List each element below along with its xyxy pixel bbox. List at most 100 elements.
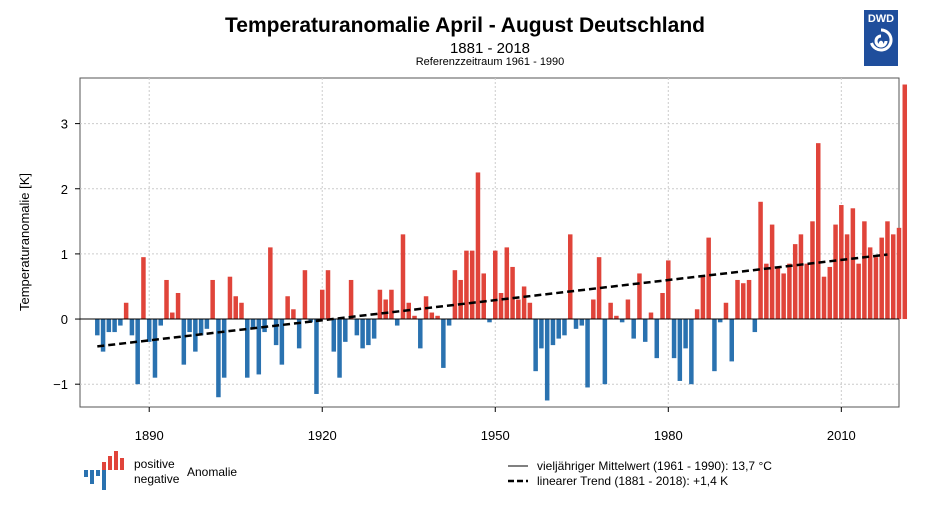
bar-1942 xyxy=(446,319,452,326)
bar-1954 xyxy=(516,299,521,320)
trend-line xyxy=(97,253,888,348)
bar-1986 xyxy=(700,276,706,320)
bar-1960 xyxy=(550,319,556,346)
x-tick-label: 1920 xyxy=(308,428,337,443)
bar-1965 xyxy=(579,319,585,326)
bar-1920 xyxy=(319,289,325,320)
chart-reference-period: Referenzzeitraum 1961 - 1990 xyxy=(415,56,565,68)
bar-1939 xyxy=(429,312,435,320)
bar-1917 xyxy=(302,270,308,320)
bar-2018 xyxy=(885,221,890,320)
bar-2014 xyxy=(862,221,867,320)
bar-1982 xyxy=(677,319,683,381)
bar-1952 xyxy=(504,247,510,320)
y-tick-label: −1 xyxy=(53,377,68,392)
bar-1884 xyxy=(112,319,117,333)
bar-1975 xyxy=(637,273,642,320)
bar-1947 xyxy=(475,172,481,320)
bar-2007 xyxy=(821,276,827,320)
bar-1948 xyxy=(481,273,486,320)
bar-1950 xyxy=(493,250,498,320)
bar-1931 xyxy=(383,299,388,320)
bar-2006 xyxy=(816,143,821,320)
bar-1909 xyxy=(256,319,262,375)
bar-1912 xyxy=(273,319,279,346)
bar-1959 xyxy=(544,319,550,401)
bar-1915 xyxy=(291,309,296,320)
bar-1910 xyxy=(262,319,267,333)
bar-1973 xyxy=(625,299,631,320)
bar-1997 xyxy=(764,263,769,320)
bar-2003 xyxy=(798,234,804,320)
bar-1911 xyxy=(268,247,273,320)
bar-1972 xyxy=(619,319,625,323)
bar-1893 xyxy=(164,279,169,320)
anomaly-bars xyxy=(95,84,908,401)
bar-1994 xyxy=(746,279,752,320)
bar-1987 xyxy=(706,237,711,320)
bar-1990 xyxy=(723,302,729,320)
bar-1988 xyxy=(712,319,717,372)
bar-1907 xyxy=(245,319,250,378)
bar-1993 xyxy=(741,283,746,320)
bar-1996 xyxy=(758,201,763,320)
legend-anomalie: Anomalie xyxy=(187,465,238,479)
bar-1998 xyxy=(769,224,775,320)
bar-1971 xyxy=(614,315,619,320)
bar-2009 xyxy=(833,224,838,320)
bar-1941 xyxy=(441,319,446,368)
bar-1890 xyxy=(146,319,152,342)
x-tick-label: 1890 xyxy=(135,428,164,443)
bar-2002 xyxy=(792,244,798,320)
bar-1923 xyxy=(337,319,342,378)
bar-1934 xyxy=(400,234,406,320)
bar-1967 xyxy=(591,299,596,320)
x-tick-label: 1950 xyxy=(481,428,510,443)
bar-1949 xyxy=(487,319,492,323)
bar-1976 xyxy=(642,319,648,342)
bar-1968 xyxy=(596,257,602,320)
bar-2010 xyxy=(839,205,844,320)
bar-1883 xyxy=(106,319,112,333)
bar-1881 xyxy=(95,319,100,336)
bar-1937 xyxy=(418,319,423,349)
bar-1979 xyxy=(660,292,665,320)
bar-1889 xyxy=(141,257,146,320)
bar-1945 xyxy=(464,250,469,320)
bar-1958 xyxy=(539,319,544,349)
grid-lines xyxy=(80,78,899,407)
bar-2000 xyxy=(781,273,786,320)
bar-2019 xyxy=(890,234,896,320)
bar-1900 xyxy=(204,319,210,329)
chart-title: Temperaturanomalie April - August Deutsc… xyxy=(225,14,705,37)
bar-1936 xyxy=(412,315,417,320)
bar-2015 xyxy=(867,247,873,320)
bar-1908 xyxy=(250,319,256,329)
dwd-logo-text: DWD xyxy=(868,13,894,25)
bar-1901 xyxy=(210,279,215,320)
bar-2001 xyxy=(787,263,792,320)
bar-1899 xyxy=(198,319,204,336)
bar-1898 xyxy=(193,319,198,352)
bar-1961 xyxy=(556,319,561,339)
bar-1906 xyxy=(239,302,244,320)
legend-trend-label: linearer Trend (1881 - 2018): +1,4 K xyxy=(537,474,729,488)
bar-1978 xyxy=(654,319,660,359)
legend-mean-label: vieljähriger Mittelwert (1961 - 1990): 1… xyxy=(537,459,772,473)
bar-1905 xyxy=(233,296,238,320)
dwd-swirl-icon xyxy=(870,28,893,52)
bar-1925 xyxy=(348,279,354,320)
legend-negative: negative xyxy=(134,472,180,486)
bar-2012 xyxy=(850,208,856,320)
bar-1894 xyxy=(170,312,175,320)
bar-2021 xyxy=(902,84,908,320)
bar-1891 xyxy=(152,319,158,378)
bar-1904 xyxy=(227,276,233,320)
legend-positive: positive xyxy=(134,457,175,471)
bar-1974 xyxy=(631,319,636,339)
bar-2020 xyxy=(896,227,902,320)
bar-1951 xyxy=(498,292,504,320)
bar-2013 xyxy=(856,263,861,320)
bar-1946 xyxy=(469,250,475,320)
bar-1927 xyxy=(360,319,365,349)
